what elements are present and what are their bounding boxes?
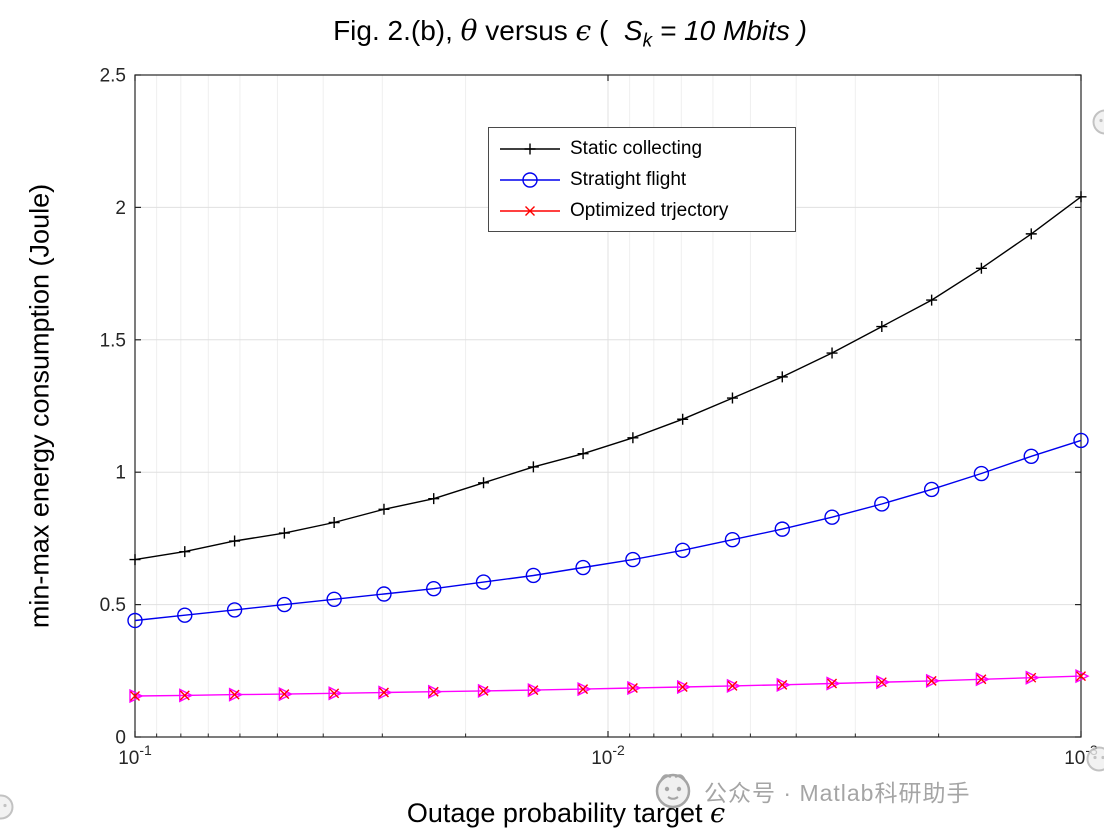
legend-box: Static collecting Stratight flight Optimiz… xyxy=(488,127,796,232)
theta-symbol: θ xyxy=(460,14,478,47)
legend-item: Optimized trjectory xyxy=(489,195,795,226)
tick-marks xyxy=(134,74,1082,738)
series-static-collecting xyxy=(129,191,1087,566)
y-tick-label: 1 xyxy=(115,463,126,484)
title-prefix: Fig. 2.(b), xyxy=(333,15,461,46)
chart-title: Fig. 2.(b), θ versus ϵ ( Sk = 10 Mbits ) xyxy=(97,14,1043,53)
y-tick-labels: 0 0.5 1 1.5 2 2.5 xyxy=(100,66,126,749)
y-axis-label: min-max energy consumption (Joule) xyxy=(24,183,55,629)
epsilon-symbol: ϵ xyxy=(710,798,726,829)
s-subscript: k xyxy=(642,30,653,52)
epsilon-symbol: ϵ xyxy=(575,14,592,47)
legend-label: Static collecting xyxy=(570,137,703,159)
legend-label: Stratight flight xyxy=(570,168,687,190)
legend-label: Optimized trjectory xyxy=(570,199,729,221)
series-optimized-trjectory xyxy=(129,668,1090,704)
legend-marker-sample xyxy=(500,205,560,216)
watermark-edge-icon xyxy=(1092,109,1104,135)
x-tick-label: 10-1 xyxy=(118,742,152,769)
legend-item: Stratight flight xyxy=(489,164,795,195)
y-tick-label: 0 xyxy=(115,728,126,749)
x-tick-label: 10-2 xyxy=(591,742,625,769)
legend-marker-sample xyxy=(500,171,560,188)
watermark: 公众号 · Matlab科研助手 xyxy=(652,770,970,812)
y-tick-label: 2.5 xyxy=(100,66,126,87)
y-tick-label: 0.5 xyxy=(100,595,126,616)
s-variable: S xyxy=(623,15,643,46)
title-versus: versus xyxy=(477,15,576,46)
watermark-edge-icon xyxy=(1086,746,1104,772)
legend-item: Static collecting xyxy=(489,133,795,164)
legend-marker-sample xyxy=(500,143,560,154)
title-paren: ( xyxy=(591,15,624,46)
watermark-text: 公众号 · Matlab科研助手 xyxy=(704,780,971,806)
series-stratight-flight xyxy=(127,432,1089,629)
y-tick-label: 1.5 xyxy=(100,330,126,351)
wechat-logo-icon xyxy=(655,773,691,809)
title-suffix: = 10 Mbits ) xyxy=(652,15,807,46)
x-tick-labels: 10-110-210-3 xyxy=(118,742,1098,769)
y-tick-label: 2 xyxy=(115,198,126,219)
watermark-edge-icon xyxy=(0,794,14,820)
